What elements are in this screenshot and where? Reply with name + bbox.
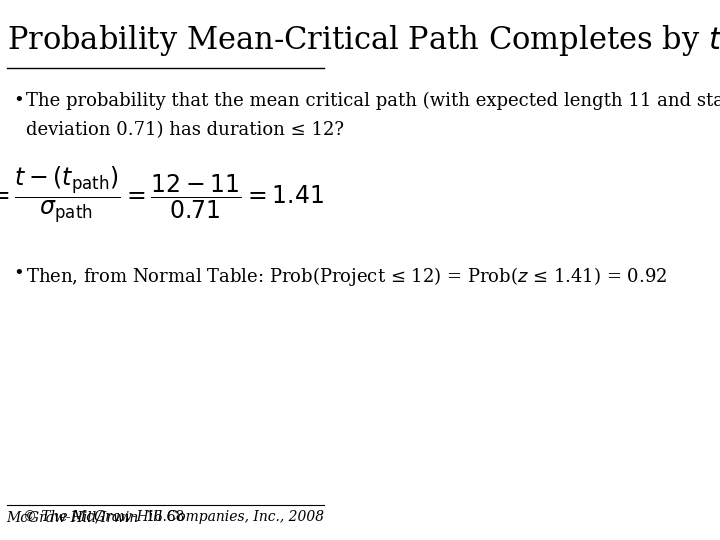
Text: McGraw-Hill/Irwin: McGraw-Hill/Irwin <box>6 510 139 524</box>
Text: deviation 0.71) has duration ≤ 12?: deviation 0.71) has duration ≤ 12? <box>27 122 344 139</box>
Text: 16.68: 16.68 <box>145 510 185 524</box>
Text: The probability that the mean critical path (with expected length 11 and standar: The probability that the mean critical p… <box>27 92 720 110</box>
Text: Probability Mean-Critical Path Completes by $t$=12 (Step #4): Probability Mean-Critical Path Completes… <box>6 22 720 58</box>
Text: $z=\dfrac{t-(t_{\mathrm{path}})}{\sigma_{\mathrm{path}}}=\dfrac{12-11}{0.71}=1.4: $z=\dfrac{t-(t_{\mathrm{path}})}{\sigma_… <box>0 165 325 226</box>
Text: © The McGraw-Hill Companies, Inc., 2008: © The McGraw-Hill Companies, Inc., 2008 <box>23 510 324 524</box>
Text: •: • <box>13 265 24 282</box>
Text: Then, from Normal Table: Prob(Project ≤ 12) = Prob($z$ ≤ 1.41) = 0.92: Then, from Normal Table: Prob(Project ≤ … <box>27 265 667 288</box>
Text: •: • <box>13 92 24 110</box>
